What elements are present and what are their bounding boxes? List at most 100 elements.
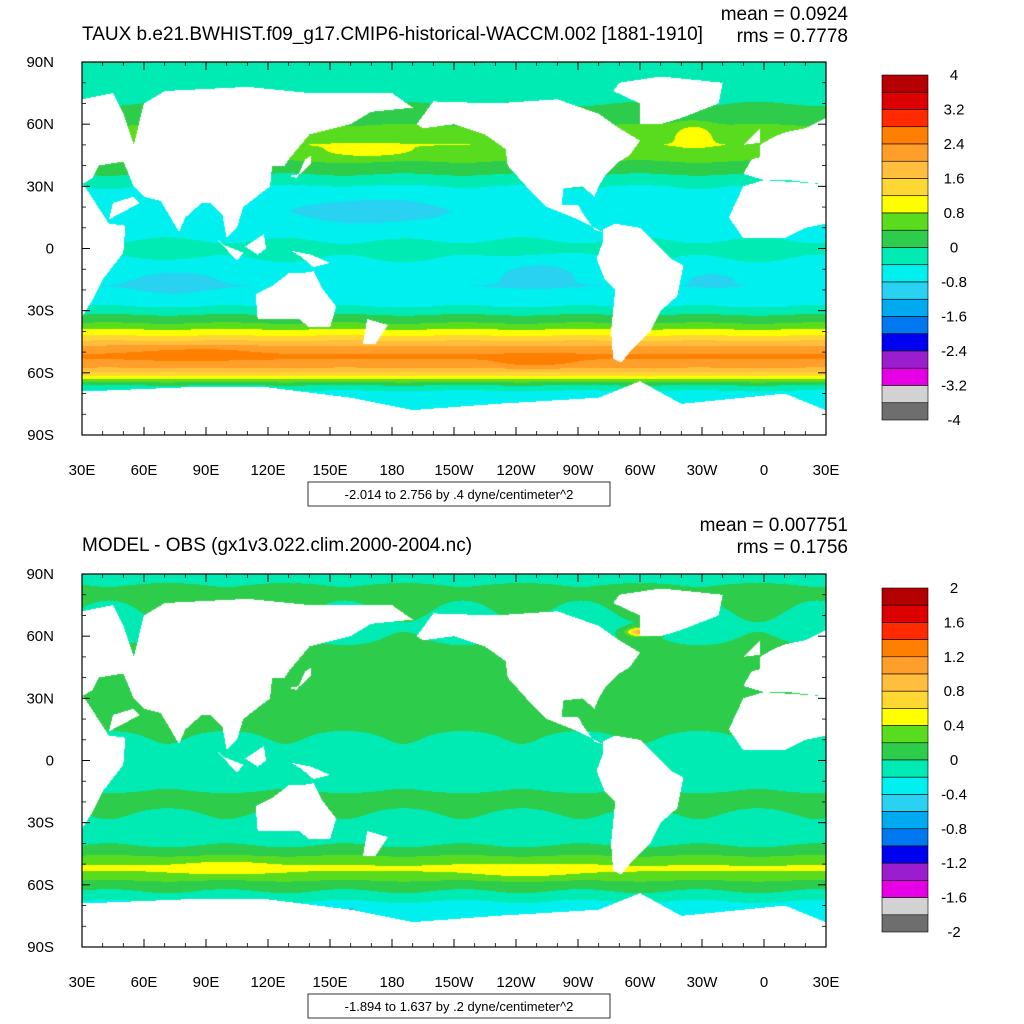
colorbar-swatch	[881, 880, 929, 898]
colorbar-swatch	[881, 298, 929, 317]
colorbar-swatch	[881, 333, 929, 352]
y-tick-label: 90S	[27, 427, 54, 444]
x-tick-label: 90W	[563, 462, 595, 479]
x-tick-label: 180	[379, 462, 404, 479]
x-tick-label: 30W	[687, 974, 719, 991]
x-tick-label: 30E	[813, 462, 840, 479]
y-tick-label: 30N	[26, 178, 54, 195]
field-raster	[82, 574, 826, 947]
range-label: -2.014 to 2.756 by .4 dyne/centimeter^2	[345, 487, 574, 502]
colorbar-swatch	[881, 195, 929, 214]
colorbar-swatch	[881, 212, 929, 231]
mean-label: mean = 0.007751	[700, 515, 848, 536]
x-tick-label: 120W	[496, 462, 536, 479]
y-tick-label: 90S	[27, 939, 54, 956]
y-tick-label: 0	[46, 241, 54, 258]
panel-title: TAUX b.e21.BWHIST.f09_g17.CMIP6-historic…	[82, 24, 703, 45]
colorbar-label: 1.6	[944, 171, 965, 188]
y-tick-label: 60N	[26, 628, 54, 645]
colorbar-swatch	[881, 690, 929, 709]
x-tick-label: 60W	[625, 462, 657, 479]
x-tick-label: 150E	[312, 974, 347, 991]
colorbar-swatch	[881, 862, 929, 881]
colorbar-swatch	[881, 914, 929, 933]
y-tick-label: 90N	[26, 54, 54, 71]
x-tick-label: 90W	[563, 974, 595, 991]
colorbar-swatch	[881, 845, 929, 864]
x-tick-label: 30E	[69, 462, 96, 479]
colorbar-label: -1.6	[941, 309, 967, 326]
colorbar-label: -0.4	[941, 786, 967, 803]
colorbar-swatch	[881, 742, 929, 761]
y-tick-label: 60S	[27, 365, 54, 382]
colorbar-swatch	[881, 639, 929, 658]
colorbar-label: -4	[947, 412, 960, 429]
colorbar-swatch	[881, 708, 929, 726]
x-tick-label: 150W	[434, 462, 474, 479]
colorbar-label: -3.2	[941, 378, 967, 395]
colorbar-swatch	[881, 91, 929, 110]
colorbar-label: 3.2	[944, 102, 965, 119]
colorbar-label: 4	[950, 67, 958, 84]
x-tick-label: 150W	[434, 974, 474, 991]
colorbar-swatch	[881, 794, 929, 812]
colorbar-swatch	[881, 281, 929, 300]
colorbar-swatch	[881, 367, 929, 386]
x-tick-label: 30W	[687, 462, 719, 479]
panel-model-minus-obs: MODEL - OBS (gx1v3.022.clim.2000-2004.nc…	[26, 515, 967, 1019]
colorbar-swatch	[881, 178, 929, 197]
y-tick-label: 60N	[26, 116, 54, 133]
colorbar-swatch	[881, 74, 929, 93]
x-tick-label: 0	[760, 974, 768, 991]
colorbar-label: 0.8	[944, 683, 965, 700]
y-tick-label: 60S	[27, 877, 54, 894]
colorbar-label: 0.8	[944, 205, 965, 222]
colorbar-swatch	[881, 776, 929, 795]
mean-label: mean = 0.0924	[721, 4, 849, 25]
range-label-box	[307, 481, 611, 507]
colorbar-label: -2.4	[941, 343, 967, 360]
x-tick-label: 60E	[131, 462, 158, 479]
colorbar-swatch	[881, 725, 929, 744]
colorbar-swatch	[881, 126, 929, 145]
y-tick-label: 30N	[26, 690, 54, 707]
colorbar-swatch	[881, 160, 929, 179]
colorbar-swatch	[881, 229, 929, 248]
colorbar-swatch	[881, 402, 929, 421]
colorbar-label: -0.8	[941, 274, 967, 291]
colorbar-swatch	[881, 811, 929, 830]
colorbar-label: 2	[950, 580, 958, 597]
x-tick-label: 120E	[250, 462, 285, 479]
x-tick-label: 120W	[496, 974, 536, 991]
colorbar-label: 1.2	[944, 649, 965, 666]
x-tick-label: 60W	[625, 974, 657, 991]
colorbar-swatch	[881, 622, 929, 640]
colorbar-swatch	[881, 897, 929, 916]
colorbar-swatch	[881, 316, 929, 335]
colorbar-swatch	[881, 385, 929, 404]
x-tick-label: 180	[379, 974, 404, 991]
x-tick-label: 30E	[69, 974, 96, 991]
x-tick-label: 90E	[193, 974, 220, 991]
x-tick-label: 150E	[312, 462, 347, 479]
colorbar-swatch	[881, 109, 929, 128]
x-tick-label: 0	[760, 462, 768, 479]
y-tick-label: 0	[46, 753, 54, 770]
x-tick-label: 30E	[813, 974, 840, 991]
y-tick-label: 30S	[27, 303, 54, 320]
panel-taux: TAUX b.e21.BWHIST.f09_g17.CMIP6-historic…	[26, 4, 967, 507]
colorbar-swatch	[881, 759, 929, 778]
x-tick-label: 60E	[131, 974, 158, 991]
colorbar-swatch	[881, 604, 929, 623]
panel-title: MODEL - OBS (gx1v3.022.clim.2000-2004.nc…	[82, 535, 472, 556]
range-label: -1.894 to 1.637 by .2 dyne/centimeter^2	[345, 999, 574, 1014]
colorbar-label: 0	[950, 240, 958, 257]
colorbar-label: 1.6	[944, 614, 965, 631]
colorbar-label: 2.4	[944, 136, 965, 153]
colorbar-label: 0.4	[944, 718, 965, 735]
colorbar-label: -0.8	[941, 821, 967, 838]
field-raster	[82, 62, 826, 435]
colorbar-label: -1.6	[941, 890, 967, 907]
colorbar-swatch	[881, 656, 929, 675]
